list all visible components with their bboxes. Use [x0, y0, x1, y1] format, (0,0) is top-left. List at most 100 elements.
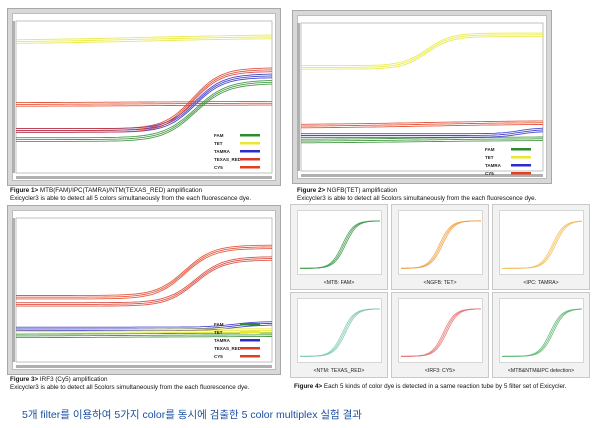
series-line-cy5: [301, 124, 543, 129]
series-line-cy5: [16, 104, 272, 107]
series-line-fam: [16, 79, 273, 139]
footer-text: 5개 filter를 이용하여 5가지 color를 동시에 검출한 5 col…: [22, 409, 362, 421]
series-line-cy5: [301, 120, 543, 125]
subplot-area: [297, 298, 382, 363]
subplot-curves: [401, 220, 482, 269]
series-line-tet: [16, 34, 272, 41]
subplot-3: <IPC: TAMRA>: [492, 204, 590, 290]
x-axis-bar: [16, 365, 272, 368]
series-line-texas_red: [16, 256, 273, 304]
subplot-1: <MTB: FAM>: [290, 204, 388, 290]
subplot-curve: [502, 220, 583, 269]
series-line-texas_red: [16, 258, 273, 305]
legend-label: TAMRA: [485, 163, 502, 168]
series-line-fam: [16, 83, 273, 142]
subplot-curves: [401, 308, 482, 357]
subplot-curve: [300, 220, 380, 269]
series-line-tet: [301, 34, 543, 68]
subplot-curves: [300, 308, 381, 357]
subplot-curve: [300, 308, 380, 357]
legend-swatch: [240, 323, 260, 326]
figure3-chart: FAM TET TAMRA TEXAS_RED CY5: [7, 205, 281, 375]
plot-area: [15, 20, 273, 174]
series-line-cy5: [16, 244, 272, 296]
series-line-tet: [15, 36, 273, 43]
subplot-curve: [401, 308, 482, 357]
legend-swatch: [240, 158, 260, 161]
subplot-curve: [300, 220, 381, 269]
series-line-fam: [301, 138, 543, 142]
legend-label: CY5: [214, 354, 223, 359]
y-axis-bar: [12, 218, 15, 362]
subplot-label: <MTB&NTM&IPC detection>: [507, 368, 575, 374]
y-axis-bar: [297, 23, 300, 171]
subplot-curve: [300, 308, 381, 357]
subplot-area: [398, 210, 483, 275]
legend-label: TEXAS_RED: [214, 157, 242, 162]
figure1-plot: FAM TET TAMRA TEXAS_RED CY5: [12, 20, 273, 179]
legend-swatch: [240, 150, 260, 153]
series-line-cy5: [16, 100, 272, 104]
legend-swatch: [240, 339, 260, 342]
x-axis-bar: [16, 176, 272, 179]
x-axis-bar: [301, 174, 543, 177]
series-line-tet: [301, 32, 543, 67]
subplot-4: <NTM: TEXAS_RED>: [290, 292, 388, 378]
series-line-fam: [16, 334, 272, 337]
legend-swatch: [240, 347, 260, 350]
legend-label: FAM: [214, 322, 224, 327]
legend-label: TET: [485, 155, 494, 160]
subplot-area: [499, 298, 584, 363]
subplot-curve: [300, 308, 380, 357]
figure2-plot: FAM TET TAMRA CY5: [297, 22, 544, 177]
subplot-label: <IPC: TAMRA>: [523, 280, 559, 286]
legend-swatch: [240, 142, 260, 145]
subplot-5: <IRF3: CY5>: [391, 292, 489, 378]
legend-label: CY5: [214, 165, 223, 170]
series-line-texas_red: [16, 69, 272, 131]
subplot-curve: [501, 308, 583, 357]
series-line-tet: [16, 330, 272, 333]
series-line-fam: [16, 81, 273, 141]
subplot-area: [398, 298, 483, 363]
series-line-texas_red: [16, 67, 273, 130]
legend-swatch: [240, 134, 260, 137]
legend-swatch: [240, 355, 260, 358]
subplot-curve: [401, 220, 481, 269]
series-line-fam: [300, 136, 543, 140]
series-line-tamra: [301, 127, 544, 135]
subplot-curves: [300, 220, 381, 269]
subplot-label: <NTM: TEXAS_RED>: [313, 368, 365, 374]
subplot-curve: [401, 220, 482, 269]
legend-label: TET: [214, 330, 223, 335]
legend-label: FAM: [485, 147, 495, 152]
figure2-chart: FAM TET TAMRA CY5: [292, 10, 552, 184]
legend-swatch: [240, 166, 260, 169]
series-line-fam: [301, 140, 543, 144]
figure2-caption: Figure 2> NGFB(TET) amplification Exicyc…: [297, 187, 537, 202]
series-line-cy5: [16, 246, 272, 298]
series-line-tet: [301, 36, 543, 70]
series-line-fam: [16, 336, 272, 339]
legend-label: TAMRA: [214, 338, 231, 343]
subplot-curve: [401, 308, 481, 357]
series-line-tamra: [301, 129, 544, 136]
series-line-cy5: [16, 102, 272, 105]
figure1-chart: FAM TET TAMRA TEXAS_RED CY5: [7, 8, 281, 186]
figure1-caption: Figure 1> MTB(FAM)/IPC(TAMRA)/NTM(TEXAS_…: [10, 187, 252, 202]
subplot-6: <MTB&NTM&IPC detection>: [492, 292, 590, 378]
subplot-curves: [502, 220, 583, 269]
series-line-tet: [15, 38, 273, 44]
subplot-label: <IRF3: CY5>: [424, 368, 456, 374]
series-line-tamra: [16, 321, 273, 328]
subplot-curves: [501, 308, 583, 357]
legend-label: TEXAS_RED: [214, 346, 242, 351]
subplot-label: <MTB: FAM>: [323, 280, 355, 286]
subplot-curve: [300, 220, 380, 269]
series-line-texas_red: [16, 259, 272, 307]
legend-label: TAMRA: [214, 149, 231, 154]
series-line-tet: [16, 328, 272, 331]
subplot-area: [297, 210, 382, 275]
series-line-tamra: [301, 131, 544, 138]
series-line-fam: [16, 332, 272, 335]
